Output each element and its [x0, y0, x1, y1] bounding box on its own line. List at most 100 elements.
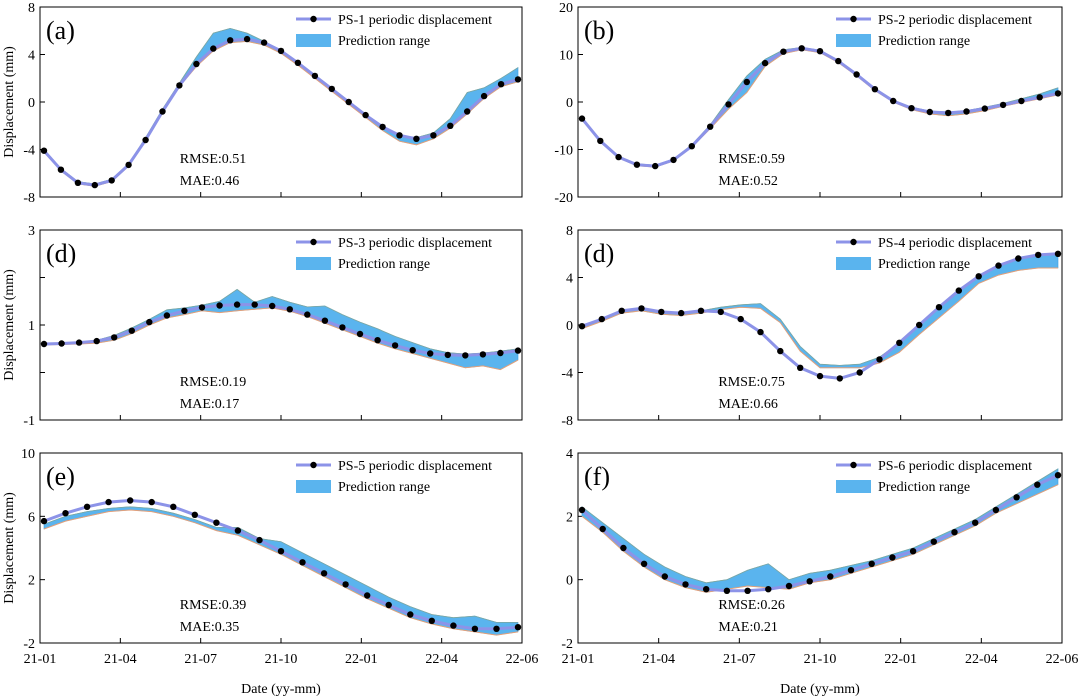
y-tick-label: 4: [566, 447, 573, 462]
y-tick-label: -10: [554, 144, 573, 159]
series-point: [757, 328, 764, 336]
series-point: [930, 538, 937, 545]
series-point: [243, 35, 251, 43]
series-point: [868, 560, 875, 567]
series-point: [744, 587, 751, 594]
series-point: [889, 554, 896, 561]
panel-1: -8 -4 0 4 8 (a) PS-1 periodic displacement Pred…: [2, 1, 523, 206]
panel-label: (e): [46, 462, 75, 491]
mae-label: MAE:0.17: [180, 397, 240, 412]
series-point: [176, 82, 183, 89]
series-point: [311, 72, 319, 80]
series-point: [578, 323, 586, 330]
series-point: [428, 617, 435, 624]
series-point: [688, 143, 695, 150]
series-point: [615, 153, 622, 161]
series-point: [277, 548, 285, 555]
panel-5: -2 2 6 10 21-01 21-04 21-07 21-10 22-01 22-04 22-0…: [2, 447, 538, 697]
y-tick-label: 8: [566, 224, 573, 239]
series-point: [945, 109, 952, 117]
y-tick-label: 4: [28, 49, 35, 64]
legend-series-marker: [850, 15, 857, 23]
rmse-label: RMSE:0.75: [718, 375, 785, 390]
plot-frame: [577, 452, 1063, 644]
series-point: [916, 321, 923, 329]
series-point: [765, 586, 772, 593]
series-point: [251, 301, 258, 308]
series-point: [638, 305, 645, 312]
series-point: [798, 45, 805, 52]
series-point: [578, 115, 586, 122]
x-tick-label: 22-04: [965, 652, 998, 667]
series-point: [951, 529, 958, 536]
series-point: [216, 302, 223, 309]
series-point: [40, 340, 48, 348]
y-tick-label: 0: [566, 96, 573, 111]
y-tick-label: 2: [566, 510, 573, 525]
series-point: [816, 372, 824, 380]
series-point: [856, 369, 863, 376]
x-tick-label: 22-06: [1046, 652, 1079, 667]
series-point: [108, 177, 115, 184]
series-point: [670, 156, 677, 164]
plot-frame: [577, 6, 1063, 198]
series-point: [444, 351, 451, 359]
series-point: [876, 356, 883, 363]
series-point: [999, 101, 1007, 109]
series-point: [827, 573, 834, 580]
predicted-line: [43, 40, 519, 187]
legend-series-label: PS-6 periodic displacement: [878, 459, 1032, 474]
rmse-label: RMSE:0.26: [718, 598, 785, 613]
mae-label: MAE:0.66: [718, 397, 778, 412]
series-point: [447, 122, 454, 129]
y-tick-label: 6: [28, 510, 35, 525]
x-axis-title: Date (yy-mm): [780, 682, 860, 697]
legend-series-marker: [310, 461, 317, 469]
series-point: [761, 59, 769, 67]
y-tick-label: 4: [566, 272, 573, 287]
series-point: [40, 517, 48, 525]
series-point: [40, 147, 48, 154]
legend-series-label: PS-5 periodic displacement: [338, 459, 492, 474]
panel-label: (d): [584, 239, 614, 268]
series-point: [362, 111, 369, 119]
series-point: [578, 506, 586, 514]
predicted-line: [581, 484, 1059, 593]
x-tick-label: 21-04: [104, 652, 137, 667]
series-point: [299, 559, 306, 566]
series-point: [633, 161, 641, 168]
series-point: [963, 108, 970, 115]
series-point: [935, 304, 943, 311]
panel-label: (a): [46, 16, 75, 45]
series-point: [125, 161, 132, 169]
series-point: [83, 503, 91, 510]
series-point: [328, 85, 335, 93]
series-point: [1015, 255, 1022, 262]
series-point: [678, 309, 685, 317]
x-tick-label: 21-01: [562, 652, 595, 667]
series-line: [580, 473, 1059, 593]
panel-label: (f): [584, 462, 610, 491]
series-point: [1054, 90, 1062, 97]
legend-band-swatch: [296, 34, 331, 47]
series-point: [1034, 481, 1041, 488]
series-point: [91, 181, 99, 189]
series-point: [1035, 251, 1042, 259]
series-point: [661, 573, 668, 580]
series-point: [286, 306, 293, 313]
series-point: [256, 536, 263, 544]
series-point: [93, 337, 100, 345]
plot-frame: [39, 6, 523, 198]
prediction-band: [43, 506, 519, 636]
series-point: [806, 578, 813, 585]
series-point: [391, 342, 399, 349]
rmse-label: RMSE:0.39: [180, 598, 247, 613]
series-point: [321, 317, 329, 324]
mae-label: MAE:0.21: [718, 620, 778, 635]
series-point: [1054, 472, 1062, 479]
series-point: [462, 352, 469, 359]
series-point: [995, 262, 1002, 269]
series-point: [743, 78, 750, 86]
y-tick-label: 8: [28, 1, 35, 16]
